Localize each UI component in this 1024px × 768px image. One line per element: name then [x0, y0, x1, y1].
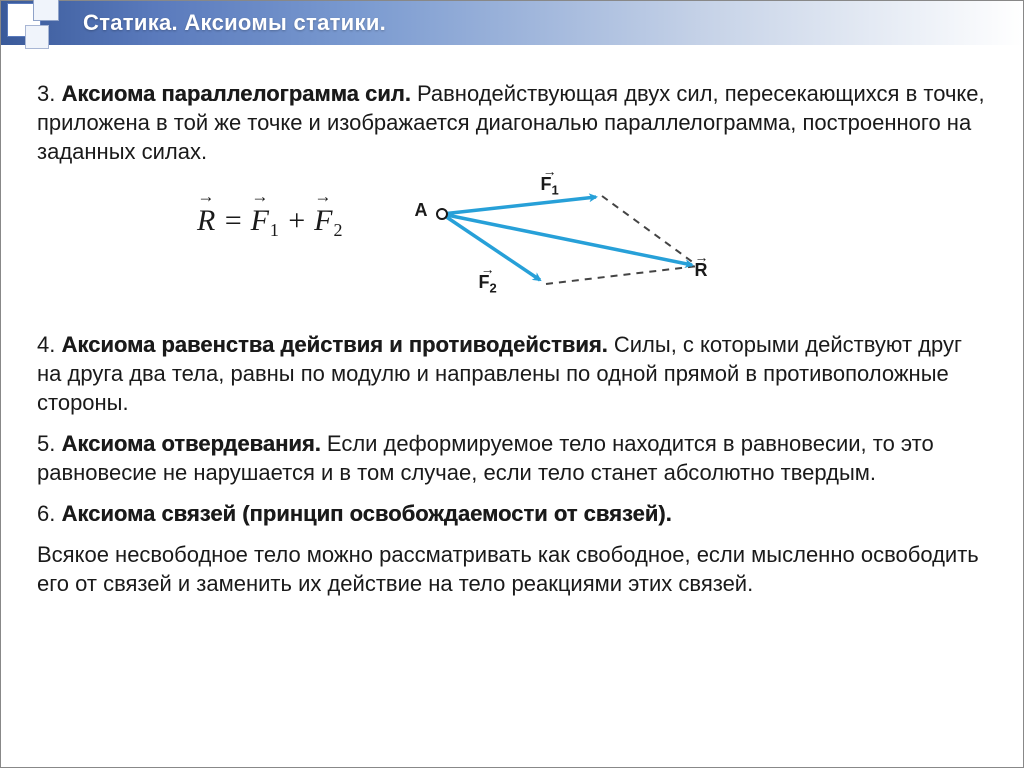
axiom-4-paragraph: 4. Аксиома равенства действия и противод… — [37, 330, 987, 417]
label-A: A — [414, 200, 427, 221]
axiom-5-heading: Аксиома отвердевания. — [61, 431, 320, 456]
axiom-5-number: 5. — [37, 431, 61, 456]
label-F1: →F1 — [540, 168, 558, 198]
title-bar: Статика. Аксиомы статики. — [1, 1, 1023, 45]
axiom-3-number: 3. — [37, 81, 61, 106]
dash-F2-to-R — [546, 266, 698, 284]
equation-F1: F — [251, 204, 269, 238]
equation-plus: + — [279, 204, 314, 237]
axiom-3-heading: Аксиома параллелограмма сил. — [61, 81, 410, 106]
label-F2: →F2 — [478, 266, 496, 296]
axiom-3-paragraph: 3. Аксиома параллелограмма сил. Равнодей… — [37, 79, 987, 166]
axiom-6-paragraph: 6. Аксиома связей (принцип освобождаемос… — [37, 499, 987, 528]
parallelogram-diagram: A →F1 →F2 →R — [382, 178, 712, 308]
axiom-5-paragraph: 5. Аксиома отвердевания. Если деформируе… — [37, 429, 987, 487]
axiom-6-text-paragraph: Всякое несвободное тело можно рассматрив… — [37, 540, 987, 598]
slide-content: 3. Аксиома параллелограмма сил. Равнодей… — [1, 45, 1023, 630]
decorative-squares-icon — [7, 0, 69, 51]
equation-sub-2: 2 — [332, 220, 342, 240]
equation-R: R — [197, 204, 215, 238]
slide-title: Статика. Аксиомы статики. — [83, 10, 386, 36]
point-A — [437, 209, 447, 219]
axiom-4-number: 4. — [37, 332, 61, 357]
arrow-F1 — [442, 197, 596, 214]
label-R: →R — [694, 254, 708, 281]
equation-resultant: R = F1 + F2 — [197, 178, 342, 241]
axiom-6-number: 6. — [37, 501, 61, 526]
equation-and-diagram-row: R = F1 + F2 A — [197, 178, 987, 308]
slide: Статика. Аксиомы статики. 3. Аксиома пар… — [0, 0, 1024, 768]
equation-sub-1: 1 — [269, 220, 279, 240]
equation-F2: F — [314, 204, 332, 238]
axiom-4-heading: Аксиома равенства действия и противодейс… — [61, 332, 607, 357]
axiom-6-text: Всякое несвободное тело можно рассматрив… — [37, 542, 979, 596]
axiom-6-heading: Аксиома связей (принцип освобождаемости … — [61, 501, 671, 526]
equation-equals: = — [215, 204, 250, 237]
